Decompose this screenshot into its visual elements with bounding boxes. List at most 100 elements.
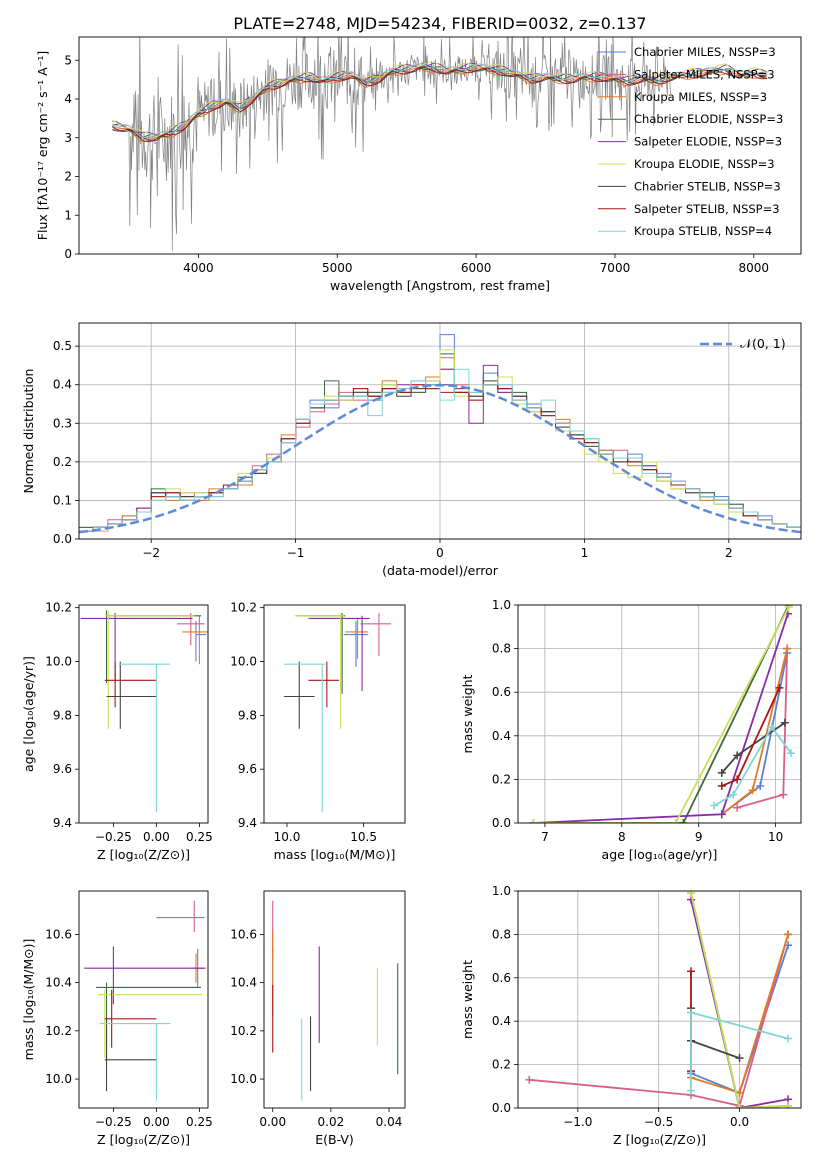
y-tick-label: 0.0 (492, 816, 511, 830)
x-tick-label: 8000 (739, 261, 770, 275)
y-tick-label: 4 (64, 92, 72, 106)
x-axis-label: Z [log₁₀(Z/Z⊙)] (97, 1132, 190, 1147)
y-tick-label: 0.4 (492, 729, 511, 743)
plot-area (84, 900, 207, 1101)
x-tick-label: 5000 (322, 261, 353, 275)
y-axis-label: age [log₁₀(age/yr)] (21, 656, 36, 772)
legend-entry: Chabrier ELODIE, NSSP=3 (634, 112, 783, 126)
y-tick-label: 0.6 (492, 685, 511, 699)
legend-entry: Salpeter STELIB, NSSP=3 (634, 202, 780, 216)
y-tick-label: 9.4 (53, 816, 72, 830)
weight-marker (687, 891, 696, 898)
model-line-5 (112, 62, 768, 137)
gaussian-legend-label: 𝒩(0, 1) (740, 336, 786, 351)
axes-spectrum: 4000 5000 6000 7000 8000 0 1 2 3 4 5 wavelength [An… (35, 36, 802, 293)
weight-marker (735, 1104, 744, 1108)
error-point-8 (104, 661, 157, 708)
weight-marker (671, 819, 680, 823)
x-tick-label: 10.0 (274, 830, 301, 844)
x-tick-label: 6000 (461, 261, 492, 275)
error-point-8 (308, 661, 340, 708)
x-axis-label: Z [log₁₀(Z/Z⊙)] (613, 1132, 706, 1147)
weight-marker (735, 1054, 744, 1063)
error-point-5 (308, 615, 370, 692)
x-tick-label: −0.25 (95, 830, 132, 844)
weight-marker (717, 768, 726, 777)
weight-marker (733, 775, 742, 784)
error-point-6 (294, 613, 344, 729)
plot-area (112, 37, 768, 251)
model-line-8 (112, 66, 768, 143)
x-tick-label: 0.04 (376, 1115, 403, 1129)
y-tick-label: 10.0 (230, 1072, 257, 1086)
weight-marker (784, 930, 793, 939)
y-tick-label: 0.2 (492, 1058, 511, 1072)
weight-marker (687, 1086, 696, 1095)
gaussian-curve (79, 383, 801, 534)
y-tick-label: 1 (64, 208, 72, 222)
x-tick-label: 9 (695, 830, 703, 844)
y-tick-label: 0.6 (492, 971, 511, 985)
error-point-9 (99, 1023, 171, 1101)
x-tick-label: 0 (436, 546, 444, 560)
y-tick-label: 0.0 (53, 532, 72, 546)
weight-marker (779, 790, 788, 799)
y-tick-label: 9.6 (53, 762, 72, 776)
x-axis-label: (data-model)/error (382, 563, 499, 578)
weight-marker (525, 1075, 534, 1084)
axes-residuals: −2 −1 0 1 2 0.0 0.1 0.2 0.3 0.4 0.5 (data-model)/er… (21, 322, 802, 578)
y-axis-label: mass weight (460, 960, 475, 1039)
y-tick-label: 0.3 (53, 416, 72, 430)
axes-frame (78, 36, 802, 255)
x-tick-label: 7 (541, 830, 549, 844)
y-tick-label: 10.0 (45, 655, 72, 669)
weight-line-6 (533, 606, 790, 823)
error-point-7 (104, 1018, 157, 1092)
y-tick-label: 0.4 (492, 1014, 511, 1028)
weight-marker (717, 810, 726, 819)
weight-marker (729, 790, 738, 799)
y-tick-label: 0 (64, 247, 72, 261)
legend-entry: Chabrier MILES, NSSP=3 (634, 45, 776, 59)
y-tick-label: 10.4 (230, 976, 257, 990)
x-tick-label: 2 (725, 546, 733, 560)
legend-entry: Kroupa ELODIE, NSSP=3 (634, 157, 775, 171)
axes-weight-vs-age: 7 8 9 10 0.0 0.2 0.4 0.6 0.8 1.0 age [log₁₀(age/yr… (460, 598, 802, 862)
y-axis-label: Normed distribution (21, 369, 36, 494)
x-tick-label: −1.0 (563, 1115, 592, 1129)
x-tick-label: −0.5 (644, 1115, 673, 1129)
axis-group: −1.0 −0.5 0.0 0.0 0.2 0.4 0.6 0.8 1.0 Z [log₁₀(Z/… (460, 884, 802, 1147)
x-tick-label: 0.00 (259, 1115, 286, 1129)
axes-mass-vs-Z: −0.25 0.00 0.25 10.0 10.2 10.4 10.6 Z [log₁₀(Z/… (21, 890, 213, 1147)
model-line-9 (112, 63, 768, 139)
x-tick-label: 8 (618, 830, 626, 844)
figure-title: PLATE=2748, MJD=54234, FIBERID=0032, z=0… (233, 14, 646, 33)
x-axis-label: mass [log₁₀(M/M⊙)] (274, 847, 396, 862)
weight-line-6 (690, 893, 789, 1108)
error-point-2 (360, 613, 392, 657)
y-tick-label: 0.8 (492, 642, 511, 656)
weight-line-2 (529, 934, 789, 1107)
weight-marker (687, 1008, 696, 1017)
model-line-6 (112, 61, 768, 137)
weight-marker (717, 781, 726, 790)
y-tick-label: 10.0 (230, 655, 257, 669)
error-point-1 (343, 621, 369, 667)
error-point-2 (156, 900, 205, 932)
plot-area (283, 613, 392, 813)
y-tick-label: 9.8 (53, 708, 72, 722)
y-tick-label: 10.6 (230, 927, 257, 941)
weight-marker (756, 781, 765, 790)
weight-marker (687, 967, 696, 976)
y-tick-label: 9.4 (238, 816, 257, 830)
y-tick-label: 10.2 (230, 601, 257, 615)
weight-marker (767, 723, 776, 732)
weight-marker (733, 751, 742, 760)
y-tick-label: 3 (64, 131, 72, 145)
y-axis-label: mass [log₁₀(M/M⊙)] (21, 939, 36, 1061)
legend-entry: Chabrier STELIB, NSSP=3 (634, 179, 781, 193)
y-tick-label: 0.2 (492, 772, 511, 786)
y-tick-label: 0.2 (53, 455, 72, 469)
error-point-6 (104, 610, 195, 729)
